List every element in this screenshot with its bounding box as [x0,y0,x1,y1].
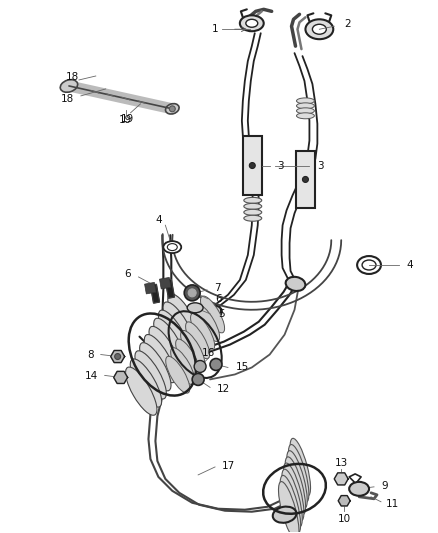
Ellipse shape [180,330,205,367]
Ellipse shape [349,482,369,496]
Circle shape [170,106,175,112]
Ellipse shape [244,197,262,203]
Text: 3: 3 [318,160,324,171]
Ellipse shape [163,241,181,253]
Text: 11: 11 [386,499,399,509]
Text: 9: 9 [381,481,388,491]
Ellipse shape [287,451,307,508]
Ellipse shape [273,506,297,523]
Ellipse shape [135,351,166,399]
Text: 13: 13 [335,458,348,468]
Circle shape [303,176,308,182]
Text: 10: 10 [338,514,351,524]
Ellipse shape [288,445,309,502]
Ellipse shape [244,203,262,209]
Bar [243,136,262,196]
Ellipse shape [312,25,326,34]
Circle shape [184,285,200,301]
Ellipse shape [286,277,305,291]
Ellipse shape [362,260,376,270]
Polygon shape [338,496,350,506]
Ellipse shape [283,463,304,521]
Ellipse shape [280,475,300,533]
Text: 5: 5 [218,309,225,319]
Ellipse shape [159,310,190,358]
Text: 18: 18 [61,94,74,104]
Ellipse shape [279,482,299,533]
Text: 3: 3 [278,160,284,171]
Polygon shape [111,351,124,362]
Bar [145,282,156,294]
Ellipse shape [202,305,222,320]
Ellipse shape [297,108,314,114]
Polygon shape [151,285,159,303]
Text: 16: 16 [201,348,215,358]
Circle shape [249,163,255,168]
Ellipse shape [166,103,179,114]
Text: 4: 4 [407,260,413,270]
Ellipse shape [191,313,215,350]
Polygon shape [334,473,348,485]
Ellipse shape [195,305,219,342]
Polygon shape [166,279,174,298]
Ellipse shape [244,209,262,215]
Text: 7: 7 [214,283,221,293]
Text: 6: 6 [124,269,131,279]
Text: 8: 8 [87,350,94,360]
Text: 4: 4 [156,215,162,225]
Bar [159,277,171,289]
Ellipse shape [187,303,203,313]
Ellipse shape [244,215,262,221]
Ellipse shape [297,98,314,104]
Ellipse shape [305,19,333,39]
Ellipse shape [149,326,180,375]
Text: 6: 6 [215,294,222,304]
Polygon shape [114,372,127,383]
Circle shape [188,289,196,297]
Ellipse shape [240,15,264,31]
Ellipse shape [201,296,225,333]
Text: 12: 12 [217,384,230,394]
Text: 17: 17 [222,461,235,471]
Circle shape [210,359,222,370]
Text: 14: 14 [85,372,98,382]
Text: 19: 19 [119,115,132,125]
Circle shape [115,353,120,360]
Ellipse shape [163,302,194,350]
Ellipse shape [297,103,314,109]
Ellipse shape [130,359,162,407]
Ellipse shape [144,335,176,383]
Ellipse shape [285,457,306,515]
Ellipse shape [186,322,210,359]
Ellipse shape [171,348,195,384]
Text: 2: 2 [344,19,351,29]
Text: 19: 19 [121,114,134,124]
Text: 18: 18 [66,72,80,82]
Ellipse shape [357,256,381,274]
Ellipse shape [166,357,190,393]
Ellipse shape [167,244,177,251]
Ellipse shape [168,294,199,342]
Text: 1: 1 [212,24,218,34]
Ellipse shape [282,469,302,527]
Ellipse shape [290,438,311,496]
Ellipse shape [60,79,78,92]
Circle shape [194,360,206,373]
Ellipse shape [176,339,200,376]
Text: 15: 15 [236,362,249,373]
Ellipse shape [140,343,171,391]
Ellipse shape [297,113,314,119]
Circle shape [192,374,204,385]
Bar [296,151,315,208]
Ellipse shape [126,367,157,415]
Ellipse shape [154,318,185,367]
Ellipse shape [246,19,258,27]
